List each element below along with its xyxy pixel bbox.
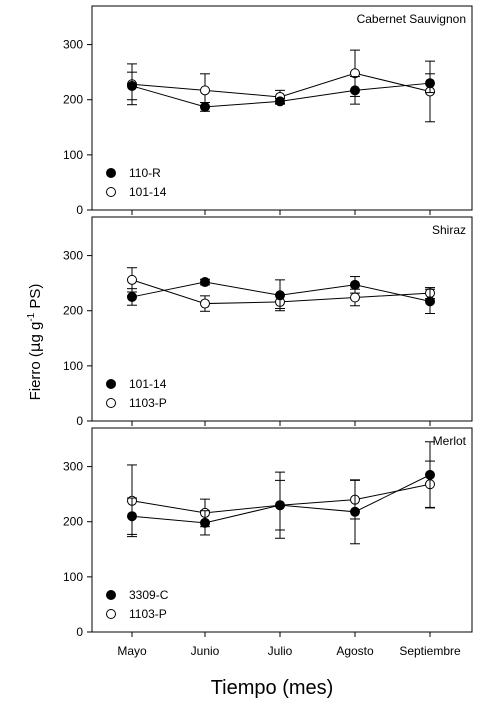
panel-title: Cabernet Sauvignon bbox=[357, 12, 466, 26]
legend-marker bbox=[106, 187, 116, 197]
y-label-prefix: Fierro ( bbox=[27, 352, 44, 400]
legend-label: 1103-P bbox=[129, 607, 167, 621]
x-tick-label: Julio bbox=[268, 644, 293, 658]
y-axis-label: Fierro (µg g-1 PS) bbox=[26, 284, 44, 401]
data-point bbox=[200, 517, 210, 528]
data-point bbox=[350, 292, 360, 303]
y-tick-label: 300 bbox=[63, 249, 83, 263]
panel-title: Merlot bbox=[433, 434, 467, 448]
series-filled-110-r bbox=[127, 71, 435, 112]
legend-marker bbox=[106, 609, 116, 619]
y-tick-label: 0 bbox=[76, 203, 83, 217]
data-point bbox=[275, 500, 285, 511]
y-label-mu: µ bbox=[26, 342, 44, 352]
y-tick-label: 100 bbox=[63, 148, 83, 162]
y-tick-label: 200 bbox=[63, 93, 83, 107]
data-point bbox=[275, 290, 285, 301]
y-tick-label: 0 bbox=[76, 625, 83, 639]
y-label-suffix: PS) bbox=[27, 284, 44, 313]
y-tick-label: 200 bbox=[63, 515, 83, 529]
x-tick-label: Mayo bbox=[117, 644, 147, 658]
data-point bbox=[200, 298, 210, 309]
legend-marker bbox=[106, 168, 116, 178]
y-tick-label: 100 bbox=[63, 359, 83, 373]
x-tick-label: Agosto bbox=[336, 644, 374, 658]
legend-marker bbox=[106, 590, 116, 600]
panel-2: 0 100 200 300 Shiraz 101-14 1103-P bbox=[63, 216, 473, 428]
x-tick-label: Septiembre bbox=[399, 644, 461, 658]
data-point bbox=[127, 291, 137, 302]
data-point bbox=[127, 274, 137, 285]
y-tick-label: 300 bbox=[63, 460, 83, 474]
series-open-101-14 bbox=[127, 49, 435, 123]
legend-label: 101-14 bbox=[129, 185, 167, 199]
data-point bbox=[127, 80, 137, 91]
panel-frame bbox=[91, 216, 473, 422]
legend-marker bbox=[106, 398, 116, 408]
y-label-superscript: -1 bbox=[26, 312, 37, 321]
legend: 110-R 101-14 bbox=[106, 166, 167, 199]
x-tick-label: Junio bbox=[191, 644, 220, 658]
legend: 101-14 1103-P bbox=[106, 377, 167, 410]
legend-label: 110-R bbox=[129, 166, 161, 180]
data-point bbox=[200, 277, 210, 288]
series-open-1103-p bbox=[127, 267, 435, 312]
data-point bbox=[127, 511, 137, 522]
panel-frame bbox=[91, 5, 473, 211]
y-tick-label: 200 bbox=[63, 304, 83, 318]
legend-marker bbox=[106, 379, 116, 389]
series-line bbox=[131, 474, 431, 524]
data-point bbox=[275, 96, 285, 107]
panel-3: 0 100 200 300 Merlot 3309-C 1103-P bbox=[63, 427, 473, 639]
legend-label: 3309-C bbox=[129, 588, 169, 602]
data-point bbox=[350, 506, 360, 517]
legend: 3309-C 1103-P bbox=[106, 588, 169, 621]
data-point bbox=[425, 78, 435, 89]
x-axis-label: Tiempo (mes) bbox=[211, 677, 334, 699]
y-tick-label: 300 bbox=[63, 38, 83, 52]
series-filled-101-14 bbox=[127, 276, 435, 314]
series-filled-3309-c bbox=[127, 441, 435, 545]
data-point bbox=[350, 279, 360, 290]
panel-1: 0 100 200 300 Cabernet Sauvignon 110-R 101-14 bbox=[63, 5, 473, 217]
data-point bbox=[350, 85, 360, 96]
data-point bbox=[425, 469, 435, 480]
data-point bbox=[425, 296, 435, 307]
y-tick-label: 0 bbox=[76, 414, 83, 428]
panel-title: Shiraz bbox=[432, 223, 466, 237]
legend-label: 1103-P bbox=[129, 396, 167, 410]
y-label-unit: g g bbox=[27, 322, 44, 343]
data-point bbox=[200, 85, 210, 96]
data-point bbox=[200, 101, 210, 112]
y-tick-label: 100 bbox=[63, 570, 83, 584]
legend-label: 101-14 bbox=[129, 377, 167, 391]
panel-frame bbox=[91, 427, 473, 633]
